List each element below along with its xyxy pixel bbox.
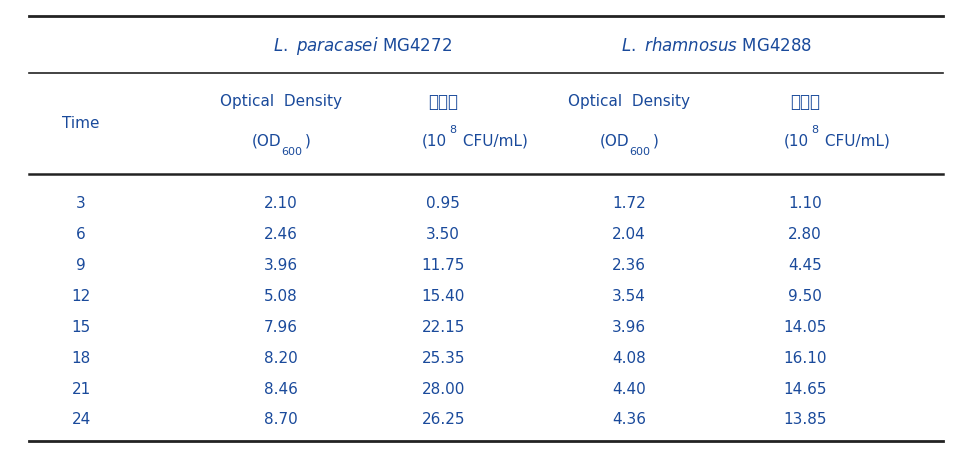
Text: 5.08: 5.08 [264,289,298,304]
Text: Time: Time [62,116,100,131]
Text: $\mathit{L.\ rhamnosus}$ MG4288: $\mathit{L.\ rhamnosus}$ MG4288 [621,37,813,55]
Text: 2.80: 2.80 [788,227,822,242]
Text: 8.46: 8.46 [264,382,298,396]
Text: (OD: (OD [600,134,629,149]
Text: 9: 9 [76,258,87,273]
Text: 2.10: 2.10 [264,196,298,211]
Text: 2.46: 2.46 [264,227,298,242]
Text: 14.65: 14.65 [783,382,827,396]
Text: 14.05: 14.05 [783,320,827,335]
Text: (10: (10 [422,134,447,149]
Text: 600: 600 [629,147,650,157]
Text: 4.45: 4.45 [788,258,822,273]
Text: 15: 15 [72,320,90,335]
Text: 18: 18 [72,351,90,366]
Text: 3: 3 [76,196,87,211]
Text: (OD: (OD [252,134,281,149]
Text: 8: 8 [449,125,456,135]
Text: 25.35: 25.35 [422,351,465,366]
Text: 생균수: 생균수 [790,93,820,111]
Text: 1.10: 1.10 [788,196,822,211]
Text: 600: 600 [281,147,302,157]
Text: 생균수: 생균수 [428,93,458,111]
Text: 15.40: 15.40 [422,289,465,304]
Text: 26.25: 26.25 [422,412,465,427]
Text: 9.50: 9.50 [788,289,822,304]
Text: Optical  Density: Optical Density [568,94,690,109]
Text: 2.36: 2.36 [612,258,645,273]
Text: 7.96: 7.96 [264,320,298,335]
Text: 8.20: 8.20 [264,351,298,366]
Text: 24: 24 [72,412,90,427]
Text: 0.95: 0.95 [426,196,460,211]
Text: 3.96: 3.96 [264,258,298,273]
Text: 3.54: 3.54 [612,289,645,304]
Text: ): ) [653,134,659,149]
Text: 8.70: 8.70 [264,412,298,427]
Text: 6: 6 [76,227,87,242]
Text: 13.85: 13.85 [783,412,827,427]
Text: 4.36: 4.36 [612,412,645,427]
Text: $\mathit{L.\ paracasei}$ MG4272: $\mathit{L.\ paracasei}$ MG4272 [273,36,452,58]
Text: 28.00: 28.00 [422,382,465,396]
Text: 1.72: 1.72 [612,196,645,211]
Text: 11.75: 11.75 [422,258,465,273]
Text: 3.50: 3.50 [426,227,460,242]
Text: 2.04: 2.04 [612,227,645,242]
Text: 22.15: 22.15 [422,320,465,335]
Text: 3.96: 3.96 [611,320,646,335]
Text: Optical  Density: Optical Density [221,94,342,109]
Text: CFU/mL): CFU/mL) [820,134,890,149]
Text: 12: 12 [72,289,90,304]
Text: 4.08: 4.08 [612,351,645,366]
Text: 8: 8 [811,125,818,135]
Text: ): ) [305,134,311,149]
Text: 21: 21 [72,382,90,396]
Text: 16.10: 16.10 [783,351,827,366]
Text: CFU/mL): CFU/mL) [459,134,528,149]
Text: 4.40: 4.40 [612,382,645,396]
Text: (10: (10 [784,134,810,149]
